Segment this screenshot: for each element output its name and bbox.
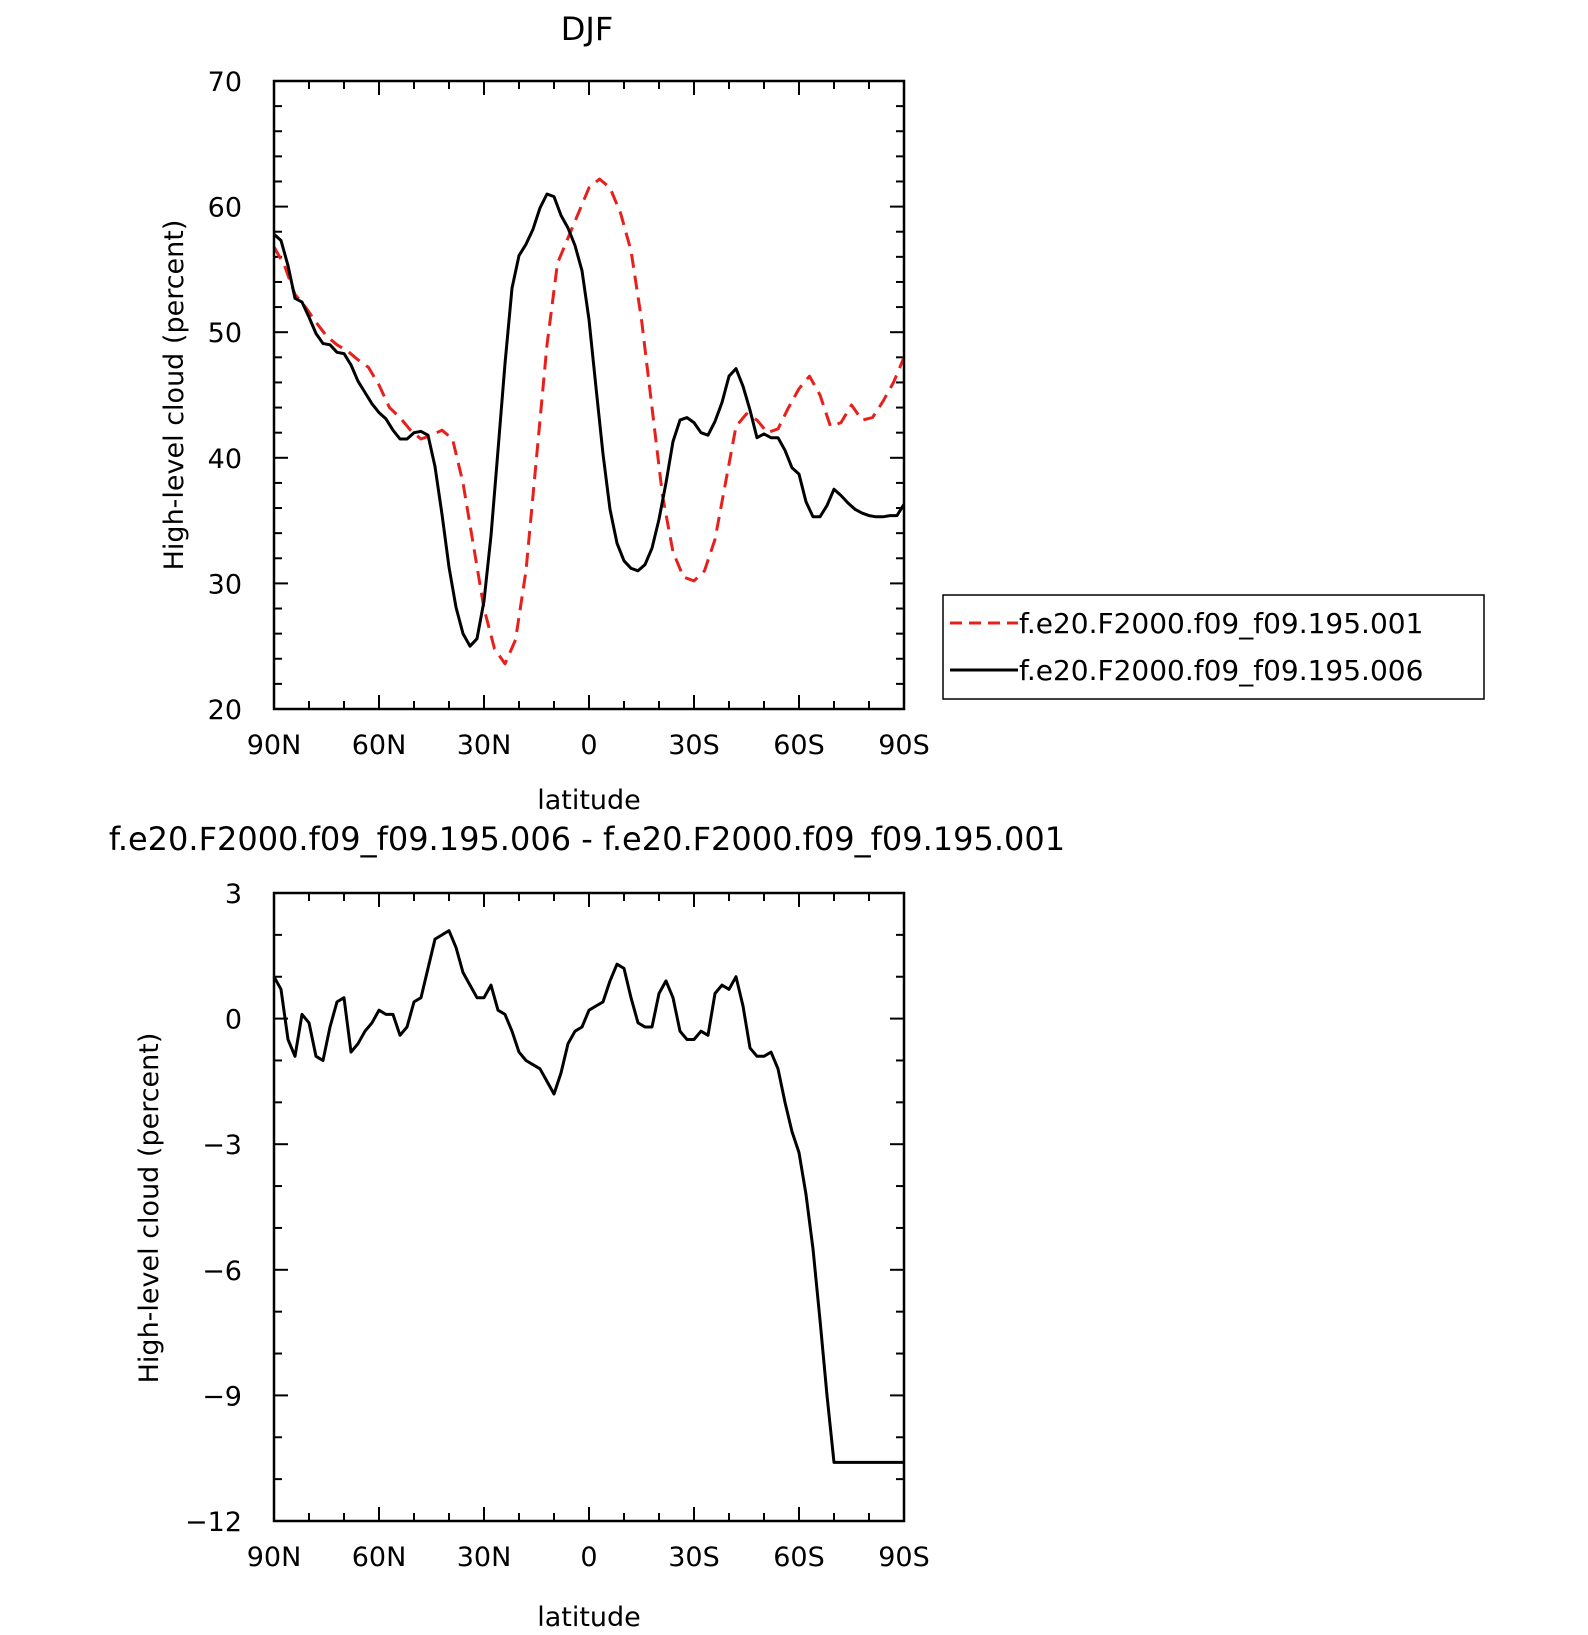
y-tick-label: −3 [202, 1130, 242, 1161]
x-tick-label: 90N [247, 730, 302, 761]
x-tick-label: 0 [580, 730, 597, 761]
x-tick-label: 30S [668, 730, 720, 761]
x-tick-label: 90S [878, 730, 930, 761]
x-tick-label: 30N [457, 730, 512, 761]
y-tick-label: −6 [202, 1256, 242, 1287]
bottom-chart-title: f.e20.F2000.f09_f09.195.006 - f.e20.F200… [109, 820, 1065, 858]
series-line-1 [272, 177, 906, 666]
legend-box [942, 594, 1485, 700]
y-tick-label: 40 [208, 444, 242, 475]
bottom-x-axis-label: latitude [537, 1602, 641, 1633]
top-series-lines [272, 177, 906, 666]
top-chart-title: DJF [561, 10, 613, 48]
x-tick-label: 60S [773, 730, 825, 761]
top-panel: DJF 90N 60N 30N 0 30S 60S 90S 20 30 40 50 60 70 lati… [159, 10, 1485, 816]
bottom-series-lines [272, 929, 904, 1464]
y-tick-label: 30 [208, 569, 242, 600]
y-tick-label: 60 [208, 193, 242, 224]
bottom-tick-labels: 90N 60N 30N 0 30S 60S 90S 3 0 −3 −6 −9 −12 [185, 879, 930, 1573]
legend-label-series-2: f.e20.F2000.f09_f09.195.006 [1019, 654, 1423, 687]
x-tick-label: 90S [878, 1542, 930, 1573]
bottom-y-axis-label: High-level cloud (percent) [134, 1033, 165, 1384]
top-y-axis-label: High-level cloud (percent) [159, 220, 190, 571]
top-tick-labels: 90N 60N 30N 0 30S 60S 90S 20 30 40 50 60 70 [208, 67, 930, 761]
top-tick-marks [273, 80, 905, 710]
y-tick-label: 0 [225, 1005, 242, 1036]
x-tick-label: 60S [773, 1542, 825, 1573]
series-line-1 [272, 929, 904, 1464]
y-tick-label: 20 [208, 695, 242, 726]
y-tick-label: 3 [225, 879, 242, 910]
top-plot-frame [272, 79, 906, 711]
bottom-plot-frame [272, 891, 906, 1523]
y-tick-label: 70 [208, 67, 242, 98]
x-tick-label: 30N [457, 1542, 512, 1573]
x-tick-label: 60N [352, 1542, 407, 1573]
bottom-panel: f.e20.F2000.f09_f09.195.006 - f.e20.F200… [109, 820, 1065, 1633]
x-tick-label: 90N [247, 1542, 302, 1573]
series-line-2 [272, 192, 906, 648]
bottom-tick-marks [273, 892, 905, 1522]
y-tick-label: −9 [202, 1381, 242, 1412]
y-tick-label: 50 [208, 318, 242, 349]
y-tick-label: −12 [185, 1507, 242, 1538]
top-x-axis-label: latitude [537, 785, 641, 816]
legend-label-series-1: f.e20.F2000.f09_f09.195.001 [1019, 607, 1423, 640]
legend: f.e20.F2000.f09_f09.195.001 f.e20.F2000.… [942, 594, 1485, 700]
x-tick-label: 30S [668, 1542, 720, 1573]
x-tick-label: 0 [580, 1542, 597, 1573]
x-tick-label: 60N [352, 730, 407, 761]
